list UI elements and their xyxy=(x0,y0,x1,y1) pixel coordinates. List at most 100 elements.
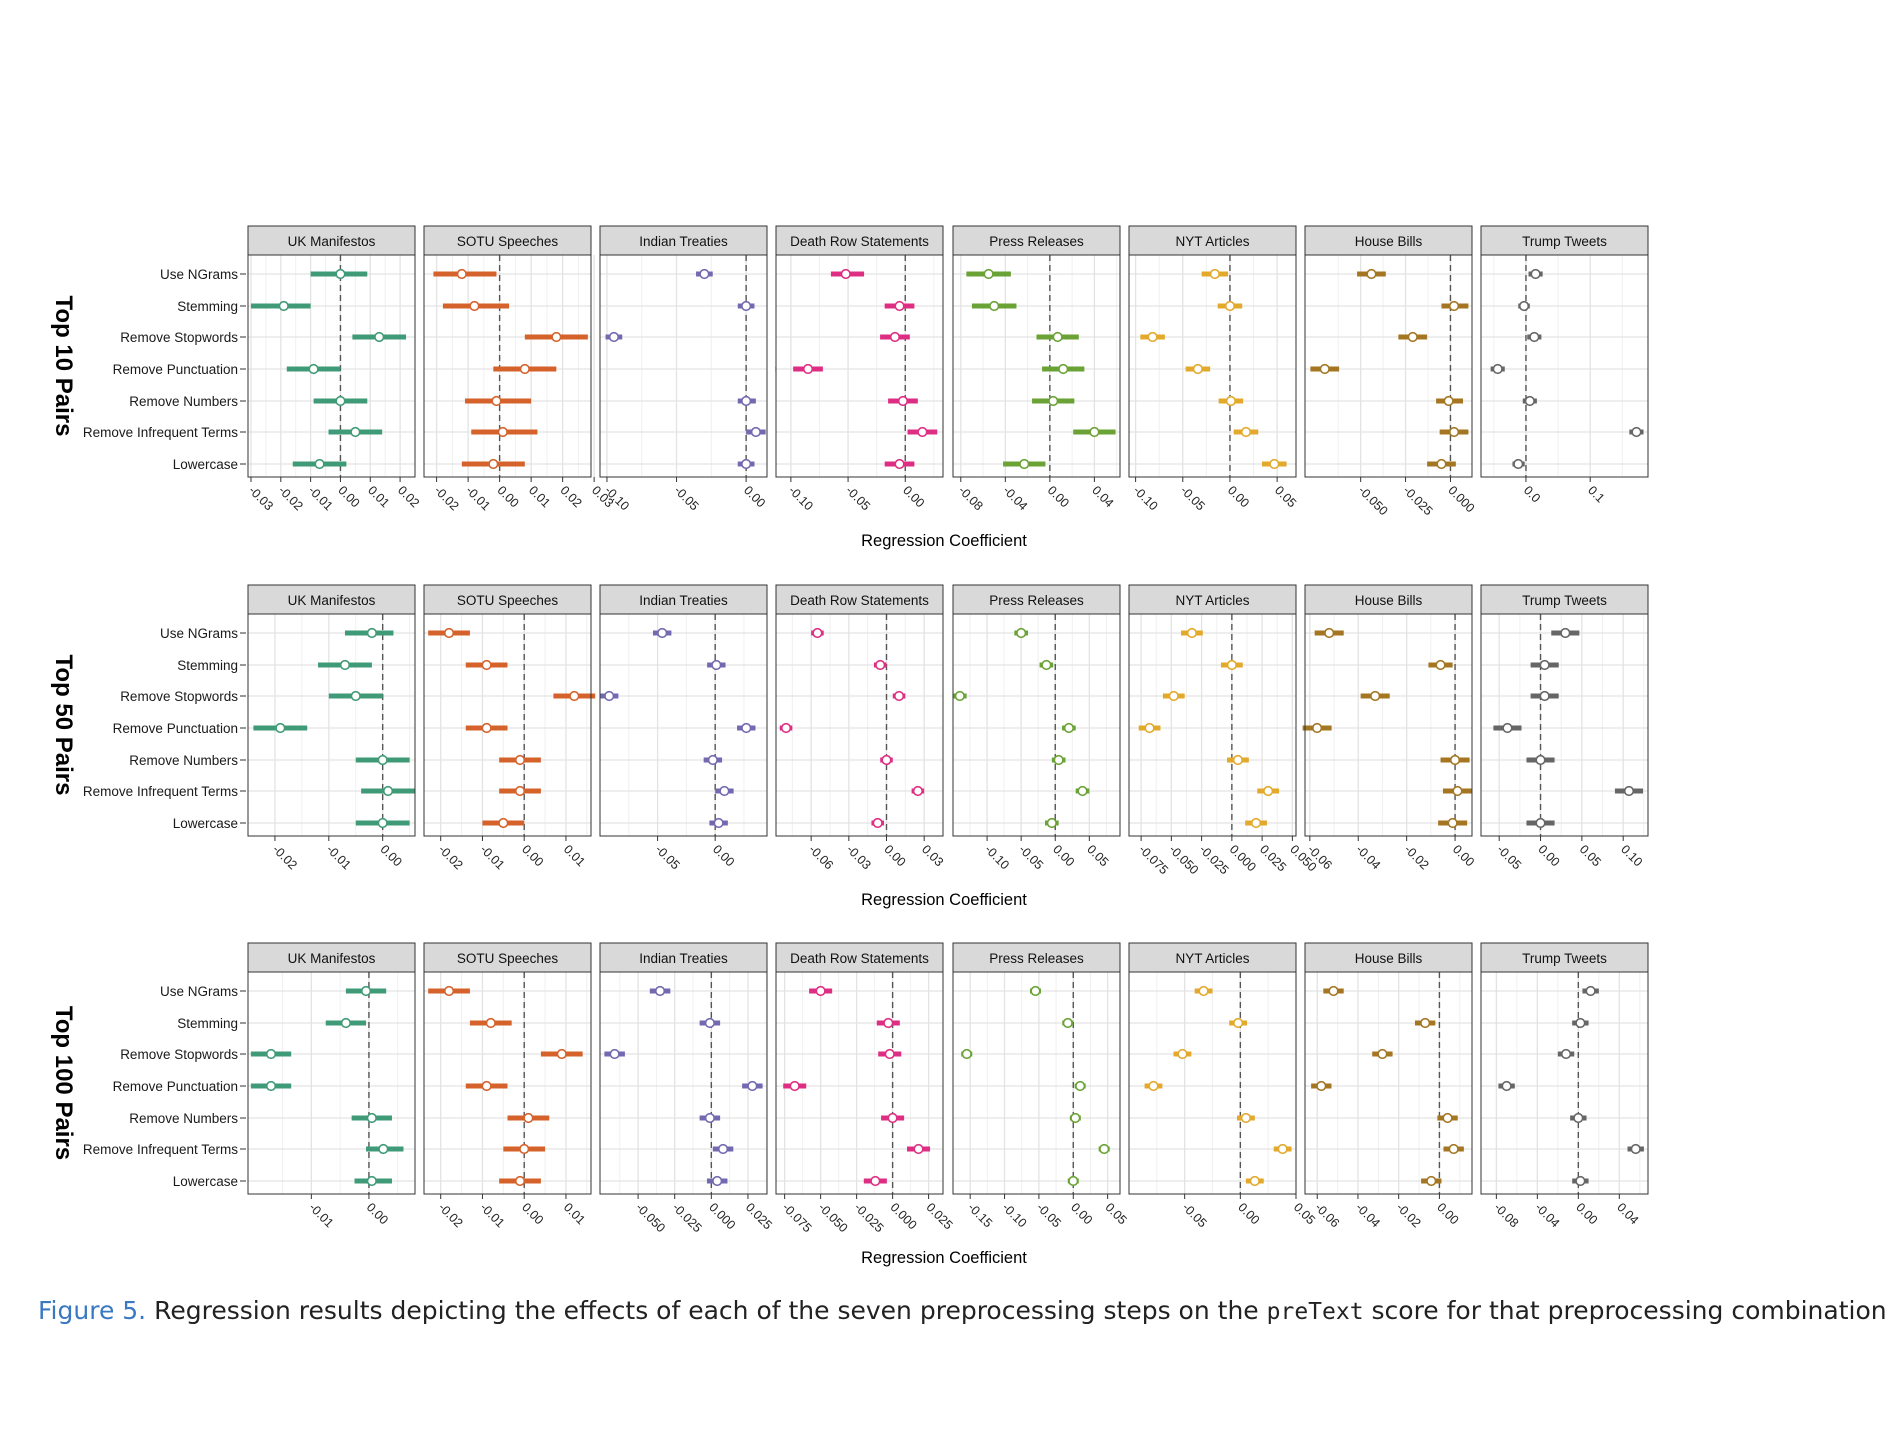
point-estimate xyxy=(609,1048,620,1060)
panel-strip xyxy=(1304,584,1473,615)
panel-title: UK Manifestos xyxy=(288,951,376,966)
x-tick-label: 0.00 xyxy=(1235,1200,1262,1227)
point-estimate xyxy=(1062,1017,1073,1029)
x-tick-label: 0.025 xyxy=(743,1200,775,1232)
point-estimate xyxy=(366,1112,377,1124)
term-label: Remove Numbers xyxy=(129,394,238,409)
point-estimate xyxy=(488,458,499,470)
x-tick-label: 0.04 xyxy=(1614,1200,1641,1227)
point-estimate xyxy=(802,363,814,375)
point-estimate xyxy=(514,1175,526,1187)
panel-border xyxy=(1480,613,1649,837)
point-estimate xyxy=(1263,785,1274,797)
point-estimate xyxy=(481,1080,492,1092)
x-tick-label: 0.05 xyxy=(1291,1200,1318,1227)
point-estimate xyxy=(497,426,508,438)
point-estimate xyxy=(1144,722,1155,734)
point-estimate xyxy=(275,722,286,734)
point-estimate xyxy=(1366,268,1377,280)
point-estimate xyxy=(1436,458,1447,470)
x-tick-label: 0.000 xyxy=(706,1200,738,1232)
point-estimate xyxy=(551,331,562,343)
point-estimate xyxy=(1233,1017,1244,1029)
point-estimate xyxy=(1099,1143,1110,1155)
x-tick-label: -0.01 xyxy=(306,1200,336,1230)
point-estimate xyxy=(1575,1175,1586,1187)
x-tick-label: -0.025 xyxy=(851,1200,886,1235)
point-estimate xyxy=(717,1143,729,1155)
point-estimate xyxy=(713,817,724,829)
panel-title: Death Row Statements xyxy=(790,234,929,249)
point-estimate xyxy=(884,1048,895,1060)
point-estimate xyxy=(1075,1080,1086,1092)
panel-title: House Bills xyxy=(1355,234,1423,249)
panel-title: SOTU Speeches xyxy=(457,951,559,966)
panel-border xyxy=(599,254,768,478)
point-estimate xyxy=(1063,722,1074,734)
point-estimate xyxy=(711,659,722,671)
panel-strip xyxy=(1128,225,1297,256)
x-tick-label: 0.00 xyxy=(1068,1200,1095,1227)
panel-title: SOTU Speeches xyxy=(457,234,559,249)
point-estimate xyxy=(1513,458,1524,470)
point-estimate xyxy=(378,1143,389,1155)
panel-border xyxy=(423,254,592,478)
panel-title: Death Row Statements xyxy=(790,593,929,608)
point-estimate xyxy=(569,690,580,702)
panel-background xyxy=(424,255,591,477)
x-tick-label: 0.025 xyxy=(1257,842,1289,874)
point-estimate xyxy=(1030,985,1041,997)
panel-background xyxy=(1305,614,1472,836)
row-label: Top 10 Pairs xyxy=(50,296,77,437)
panel-border xyxy=(1480,971,1649,1195)
panel-strip xyxy=(775,942,944,973)
term-label: Use NGrams xyxy=(160,984,238,999)
x-axis-title: Regression Coefficient xyxy=(861,1249,1027,1267)
x-tick-label: 0.05 xyxy=(1577,842,1604,869)
point-estimate xyxy=(604,690,615,702)
x-tick-label: -0.03 xyxy=(844,842,874,872)
term-label: Use NGrams xyxy=(160,626,238,641)
panel-border xyxy=(952,613,1121,837)
point-estimate xyxy=(519,363,530,375)
panel-strip xyxy=(1304,942,1473,973)
panel-title: Press Releases xyxy=(989,234,1084,249)
x-tick-label: -0.08 xyxy=(956,483,986,513)
x-tick-label: 0.00 xyxy=(1434,1200,1461,1227)
term-label: Use NGrams xyxy=(160,267,238,282)
point-estimate xyxy=(1448,300,1460,312)
point-estimate xyxy=(265,1080,277,1092)
panel-title: UK Manifestos xyxy=(288,234,376,249)
panel-title: Indian Treaties xyxy=(639,234,728,249)
x-tick-label: -0.02 xyxy=(436,1200,466,1230)
panel-strip xyxy=(775,225,944,256)
point-estimate xyxy=(1575,1017,1586,1029)
point-estimate xyxy=(1448,426,1460,438)
point-estimate xyxy=(1319,363,1330,375)
panel-title: SOTU Speeches xyxy=(457,593,559,608)
panel-strip xyxy=(952,225,1121,256)
point-estimate xyxy=(350,690,361,702)
x-tick-label: -0.10 xyxy=(786,483,816,513)
point-estimate xyxy=(1177,1048,1188,1060)
x-tick-label: -0.02 xyxy=(1394,1200,1424,1230)
point-estimate xyxy=(747,1080,758,1092)
panel-background xyxy=(776,614,943,836)
term-label: Remove Stopwords xyxy=(120,330,238,345)
x-tick-label: 0.00 xyxy=(378,842,405,869)
point-estimate xyxy=(1250,817,1262,829)
panel-strip xyxy=(775,584,944,615)
point-estimate xyxy=(750,426,761,438)
x-tick-label: 0.05 xyxy=(1272,483,1299,510)
panel-strip xyxy=(952,942,1121,973)
x-tick-label: -0.05 xyxy=(671,483,701,513)
point-estimate xyxy=(872,817,883,829)
point-estimate xyxy=(366,627,378,639)
point-estimate xyxy=(1068,1175,1079,1187)
x-tick-label: 0.00 xyxy=(1535,842,1562,869)
x-tick-label: -0.05 xyxy=(1180,1200,1210,1230)
point-estimate xyxy=(1249,1175,1260,1187)
panel-background xyxy=(424,614,591,836)
term-label: Stemming xyxy=(177,658,238,673)
panel-background xyxy=(953,614,1120,836)
